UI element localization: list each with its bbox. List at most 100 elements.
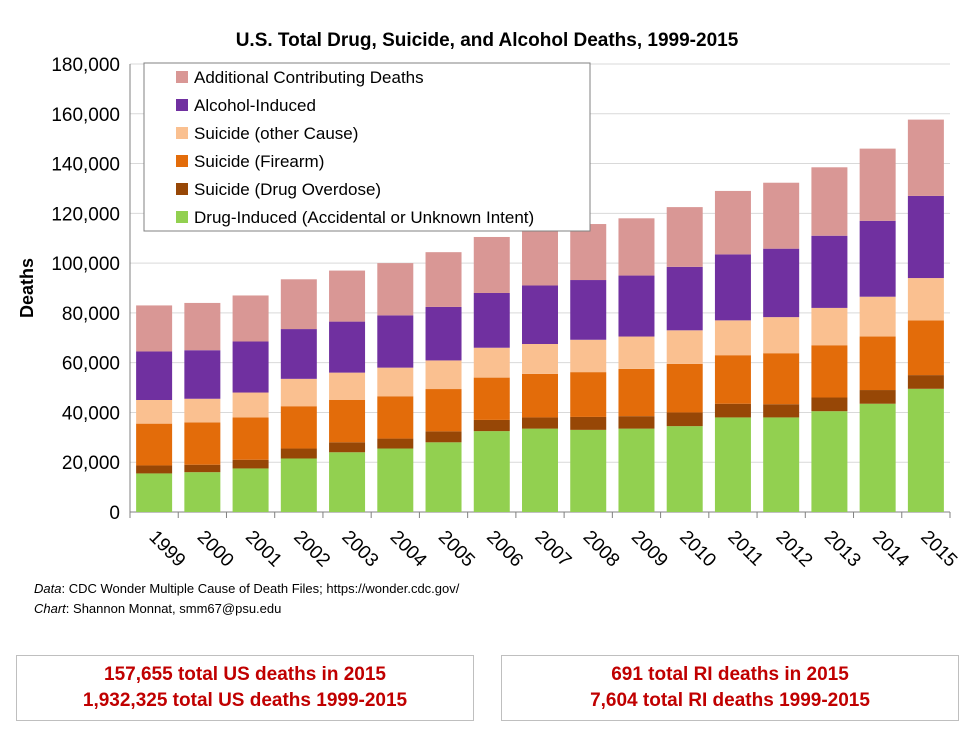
bar-2004-series-3 [377,367,414,397]
ri-summary-box: 691 total RI deaths in 2015 7,604 total … [501,655,959,721]
x-tick-label-2010: 2010 [675,527,720,572]
bar-2002-series-0 [280,458,317,512]
bar-2006-series-3 [473,347,510,378]
bar-2003-series-0 [329,452,366,512]
y-tick-label: 80,000 [62,304,120,325]
bar-2006-series-2 [473,377,510,420]
legend-label-2: Suicide (other Cause) [194,124,358,143]
bar-2001-series-4 [232,341,269,393]
legend-swatch-2 [176,127,188,139]
bar-2010-series-3 [666,330,703,364]
y-tick-label: 20,000 [62,453,120,474]
bar-2001-series-1 [232,459,269,469]
bar-2001-series-5 [232,295,269,342]
bar-2009-series-4 [618,275,655,337]
bar-2011-series-1 [714,403,751,418]
bar-2007-series-2 [522,373,558,418]
x-tick-label-2012: 2012 [772,527,817,572]
legend-box [143,62,591,232]
bar-2012-series-3 [763,317,800,354]
legend-label-0: Additional Contributing Deaths [194,68,424,87]
us-summary-line1: 157,655 total US deaths in 2015 [104,664,386,685]
chart-credit-label: Chart [34,601,66,616]
y-tick-label: 120,000 [51,204,120,225]
bar-2007-series-3 [522,344,558,374]
bar-2014-series-3 [859,296,896,337]
x-tick-label-2011: 2011 [723,527,767,571]
bar-2000-series-4 [184,350,221,399]
bar-2010-series-0 [666,426,703,512]
bar-2014-series-2 [859,336,896,391]
bar-2003-series-3 [329,372,366,400]
bar-2001-series-3 [232,392,269,418]
bar-2003-series-1 [329,442,366,453]
x-tick-label-2014: 2014 [868,527,913,572]
bar-1999-series-1 [136,465,173,474]
bar-2013-series-2 [811,345,848,398]
bar-2008-series-4 [570,280,607,340]
bar-2002-series-2 [280,406,317,449]
bar-2013-series-0 [811,411,848,512]
bar-2008-series-3 [570,339,607,373]
bar-2003-series-5 [329,270,366,322]
chart-credit-text: : Shannon Monnat, smm67@psu.edu [65,601,282,616]
bar-2007-series-1 [522,417,558,429]
bar-2010-series-5 [666,207,703,267]
legend-label-1: Alcohol-Induced [194,96,316,115]
bar-2006-series-0 [473,431,510,512]
legend-label-5: Drug-Induced (Accidental or Unknown Inte… [194,208,534,227]
x-tick-label-2009: 2009 [627,527,672,572]
bar-2015-series-3 [907,278,944,321]
bar-2008-series-2 [570,372,607,417]
bar-2005-series-5 [425,252,462,307]
bar-1999-series-4 [136,351,173,400]
chart-title: U.S. Total Drug, Suicide, and Alcohol De… [235,30,739,51]
bar-1999-series-0 [136,473,173,512]
us-summary-box: 157,655 total US deaths in 2015 1,932,32… [16,655,474,721]
bar-2000-series-3 [184,398,221,423]
bar-2011-series-2 [714,355,751,404]
bar-2008-series-0 [570,429,607,512]
x-tick-label-2002: 2002 [289,527,334,572]
bar-2009-series-1 [618,416,655,429]
y-tick-label: 180,000 [51,55,120,76]
x-tick-label-2004: 2004 [386,527,431,572]
bar-2011-series-0 [714,417,751,512]
bar-2012-series-2 [763,353,800,405]
bar-2011-series-5 [714,190,751,255]
bar-2006-series-1 [473,419,510,432]
bar-2013-series-3 [811,307,848,346]
bar-2004-series-1 [377,438,414,449]
bar-2012-series-4 [763,248,800,318]
bar-2002-series-1 [280,448,317,459]
bar-2007-series-5 [522,229,558,286]
y-tick-label: 100,000 [51,254,120,275]
bar-1999-series-3 [136,400,173,424]
bar-2005-series-3 [425,360,462,390]
bar-2010-series-4 [666,266,703,331]
bar-2000-series-0 [184,472,221,512]
bar-2011-series-3 [714,320,751,356]
bar-2004-series-4 [377,315,414,368]
bar-2012-series-5 [763,182,800,249]
bar-2004-series-2 [377,396,414,439]
bar-2012-series-0 [763,417,800,512]
data-source-text: : CDC Wonder Multiple Cause of Death Fil… [61,581,460,596]
legend-swatch-1 [176,99,188,111]
bar-2015-series-1 [907,375,944,389]
ri-summary-line2: 7,604 total RI deaths 1999-2015 [590,690,870,711]
legend-swatch-0 [176,71,188,83]
bar-2011-series-4 [714,254,751,321]
bar-2009-series-0 [618,428,655,512]
legend-label-3: Suicide (Firearm) [194,152,324,171]
data-source-note: Data: CDC Wonder Multiple Cause of Death… [34,581,459,596]
bar-2015-series-5 [907,119,944,196]
x-tick-label-2015: 2015 [916,527,961,572]
bar-2007-series-4 [522,285,558,344]
bar-2014-series-4 [859,220,896,297]
legend-swatch-4 [176,183,188,195]
y-tick-label: 0 [109,503,120,524]
bar-1999-series-2 [136,423,173,466]
bar-2010-series-2 [666,363,703,413]
bar-2014-series-0 [859,403,896,512]
